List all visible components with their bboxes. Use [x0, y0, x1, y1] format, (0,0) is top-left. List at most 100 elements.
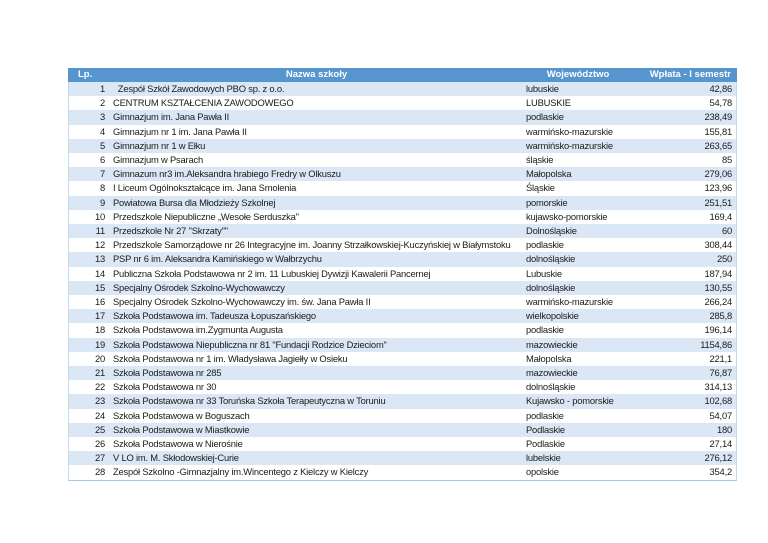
cell-voivodeship: dolnośląskie [526, 381, 576, 393]
cell-payment: 187,94 [704, 267, 733, 279]
cell-school-name: Gimnazjum nr 1 w Ełku [113, 139, 206, 151]
cell-lp: 19 [94, 338, 105, 350]
cell-school-name: PSP nr 6 im. Aleksandra Kamińskiego w Wa… [113, 253, 322, 265]
table-row: 12 Przedszkole Samorządowe nr 26 Integra… [69, 238, 736, 253]
cell-school-name: Szkoła Podstawowa nr 30 [113, 381, 217, 393]
cell-payment: 238,49 [704, 111, 733, 123]
cell-payment: 60 [721, 225, 732, 237]
cell-school-name: Gimnazjum nr 1 im. Jana Pawła II [113, 125, 247, 137]
cell-payment: 279,06 [704, 168, 733, 180]
cell-voivodeship: dolnośląskie [526, 281, 576, 293]
column-header-payment: Wpłata - I semestr [649, 69, 731, 80]
cell-voivodeship: Kujawsko - pomorskie [526, 395, 614, 407]
cell-payment: 85 [721, 154, 732, 166]
column-header-lp: Lp. [78, 69, 93, 80]
table-row: 25 Szkoła Podstawowa w Miastkowie Podlas… [69, 422, 736, 438]
table-row: 7 Gimnazum nr3 im.Aleksandra hrabiego Fr… [69, 167, 736, 182]
cell-voivodeship: podlaskie [526, 111, 564, 123]
table-row: 11 Przedszkole Nr 27 "Skrzaty"" Dolnoślą… [69, 224, 736, 239]
cell-payment: 251,51 [704, 196, 733, 208]
table-row: 15 Specjalny Ośrodek Szkolno-Wychowawczy… [69, 280, 736, 296]
cell-payment: 155,81 [704, 125, 733, 137]
table-row: 5 Gimnazjum nr 1 w Ełku warmińsko-mazurs… [69, 138, 736, 154]
cell-voivodeship: warmińsko-mazurskie [526, 296, 613, 308]
cell-lp: 25 [94, 423, 105, 435]
cell-lp: 17 [94, 310, 105, 322]
cell-voivodeship: mazowieckie [526, 367, 578, 379]
cell-voivodeship: podlaskie [526, 239, 564, 251]
cell-payment: 123,96 [704, 182, 733, 194]
table-row: 16 Specjalny Ośrodek Szkolno-Wychowawczy… [69, 295, 736, 310]
cell-school-name: Szkoła Podstawowa nr 33 Toruńska Szkoła … [113, 395, 386, 407]
cell-payment: 54,07 [709, 409, 733, 421]
table-row: 20 Szkoła Podstawowa nr 1 im. Władysława… [69, 351, 736, 367]
cell-lp: 18 [94, 324, 105, 336]
table-row: 10 Przedszkole Niepubliczne „Wesołe Serd… [69, 209, 736, 225]
table-row: 9 Powiatowa Bursa dla Młodzieży Szkolnej… [69, 195, 736, 210]
cell-voivodeship: Małopolska [526, 352, 572, 364]
cell-lp: 16 [94, 296, 105, 308]
cell-payment: 250 [716, 253, 732, 265]
cell-payment: 263,65 [704, 139, 733, 151]
cell-voivodeship: Dolnośląskie [526, 225, 577, 237]
cell-school-name: Szkoła Podstawowa w Boguszach [113, 409, 250, 421]
column-header-voivodeship: Województwo [546, 69, 610, 80]
cell-school-name: Szkoła Podstawowa w Nierośnie [113, 438, 243, 450]
cell-lp: 10 [94, 210, 105, 222]
cell-lp: 15 [94, 281, 105, 293]
cell-payment: 76,87 [709, 367, 733, 379]
cell-payment: 180 [716, 423, 732, 435]
cell-school-name: Powiatowa Bursa dla Młodzieży Szkolnej [113, 196, 276, 208]
cell-payment: 354,2 [709, 466, 733, 478]
table-row: 1 Zespół Szkół Zawodowych PBO sp. z o.o.… [69, 82, 736, 97]
table-row: 19 Szkoła Podstawowa Niepubliczna nr 81 … [69, 337, 736, 352]
cell-school-name: Szkoła Podstawowa nr 285 [113, 367, 222, 379]
cell-voivodeship: dolnośląskie [526, 253, 576, 265]
table-row: 3 Gimnazjum im. Jana Pawła II podlaskie … [69, 110, 736, 125]
table-row: 17 Szkoła Podstawowa im. Tadeusza Łopusz… [69, 309, 736, 324]
cell-school-name: Publiczna Szkoła Podstawowa nr 2 im. 11 … [113, 267, 431, 279]
cell-voivodeship: Małopolska [526, 168, 572, 180]
cell-school-name: Szkoła Podstawowa im. Tadeusza Łopuszańs… [113, 310, 316, 322]
cell-lp: 4 [99, 125, 105, 137]
cell-lp: 11 [95, 225, 106, 237]
cell-payment: 314,13 [704, 381, 733, 393]
cell-school-name: V LO im. M. Skłodowskiej-Curie [113, 452, 239, 464]
cell-lp: 12 [94, 239, 105, 251]
cell-lp: 22 [94, 381, 105, 393]
cell-payment: 276,12 [704, 452, 733, 464]
cell-school-name: Przedszkole Nr 27 "Skrzaty"" [113, 225, 228, 237]
cell-school-name: Gimnazjum w Psarach [113, 154, 203, 166]
table-row: 23 Szkoła Podstawowa nr 33 Toruńska Szko… [69, 394, 736, 409]
cell-school-name: Zespół Szkolno -Gimnazjalny im.Wincenteg… [113, 466, 369, 478]
cell-payment: 221,1 [709, 352, 733, 364]
table-row: 6 Gimnazjum w Psarach śląskie 85 [69, 153, 736, 168]
cell-school-name: Gimnazjum im. Jana Pawła II [113, 111, 229, 123]
cell-payment: 285,8 [709, 310, 733, 322]
cell-voivodeship: pomorskie [526, 196, 568, 208]
cell-school-name: Zespół Szkół Zawodowych PBO sp. z o.o. [113, 83, 285, 94]
table-row: 8 I Liceum Ogólnokształcące im. Jana Smo… [69, 181, 736, 196]
cell-voivodeship: podlaskie [526, 324, 564, 336]
cell-lp: 27 [94, 452, 105, 464]
table-row: 14 Publiczna Szkoła Podstawowa nr 2 im. … [69, 266, 736, 281]
cell-lp: 28 [94, 466, 105, 478]
cell-payment: 42,86 [709, 83, 733, 94]
cell-voivodeship: kujawsko-pomorskie [526, 210, 608, 222]
cell-payment: 308,44 [704, 239, 733, 251]
cell-payment: 1154,86 [700, 338, 732, 350]
cell-payment: 196,14 [704, 324, 733, 336]
cell-school-name: Szkoła Podstawowa Niepubliczna nr 81 "Fu… [113, 338, 387, 350]
cell-lp: 23 [94, 395, 105, 407]
cell-payment: 130,55 [704, 281, 733, 293]
cell-school-name: CENTRUM KSZTAŁCENIA ZAWODOWEGO [113, 97, 294, 109]
cell-voivodeship: opolskie [526, 466, 559, 478]
cell-lp: 1 [99, 83, 105, 94]
cell-school-name: Szkoła Podstawowa im.Zygmunta Augusta [113, 324, 283, 336]
cell-lp: 3 [99, 111, 105, 123]
cell-voivodeship: śląskie [526, 154, 554, 166]
cell-school-name: Gimnazum nr3 im.Aleksandra hrabiego Fred… [113, 168, 341, 180]
cell-payment: 169,4 [709, 210, 733, 222]
cell-voivodeship: warmińsko-mazurskie [526, 125, 613, 137]
